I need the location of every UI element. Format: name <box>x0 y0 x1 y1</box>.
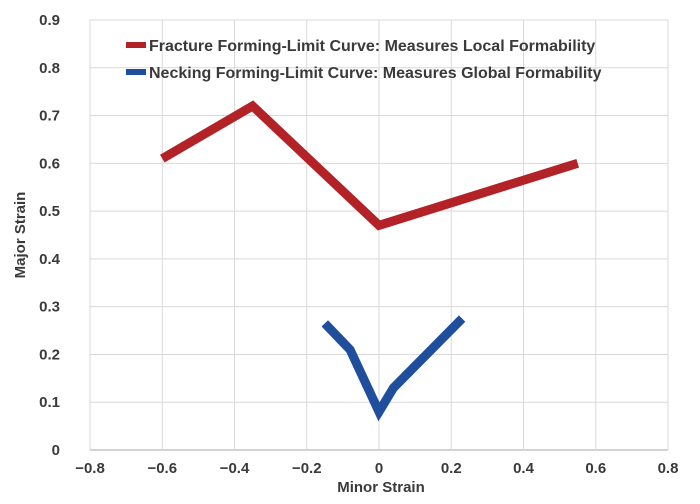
y-tick-label: 0.5 <box>39 203 60 220</box>
y-axis-ticks: 0 0.1 0.2 0.3 0.4 0.5 0.6 0.7 0.8 0.9 <box>39 12 61 459</box>
grid <box>89 19 669 451</box>
x-tick-label: −0.4 <box>220 460 250 477</box>
x-tick-label: 0.6 <box>585 460 606 477</box>
y-tick-label: 0.3 <box>39 299 60 316</box>
x-tick-label: −0.2 <box>292 460 322 477</box>
y-tick-label: 0 <box>52 442 60 459</box>
y-tick-label: 0.9 <box>39 12 60 29</box>
legend: Fracture Forming-Limit Curve: Measures L… <box>126 38 602 82</box>
y-tick-label: 0.1 <box>39 394 60 411</box>
series-lines <box>160 100 580 422</box>
legend-label: Necking Forming-Limit Curve: Measures Gl… <box>149 65 602 82</box>
x-tick-label: −0.6 <box>147 460 177 477</box>
y-tick-label: 0.4 <box>39 251 61 268</box>
y-tick-label: 0.7 <box>39 108 60 125</box>
y-tick-label: 0.6 <box>39 155 60 172</box>
legend-label: Fracture Forming-Limit Curve: Measures L… <box>149 38 595 55</box>
y-tick-label: 0.8 <box>39 60 60 77</box>
x-tick-label: 0.8 <box>658 460 679 477</box>
necking-curve-line <box>321 315 466 422</box>
y-tick-label: 0.2 <box>39 346 60 363</box>
y-axis-title: Major Strain <box>12 192 29 279</box>
x-tick-label: 0 <box>375 460 383 477</box>
x-tick-label: 0.4 <box>513 460 535 477</box>
x-axis-ticks: −0.8 −0.6 −0.4 −0.2 0 0.2 0.4 0.6 0.8 <box>75 460 678 477</box>
fracture-curve-line <box>160 100 580 231</box>
x-tick-label: 0.2 <box>441 460 462 477</box>
x-axis-title: Minor Strain <box>337 479 425 496</box>
x-tick-label: −0.8 <box>75 460 105 477</box>
